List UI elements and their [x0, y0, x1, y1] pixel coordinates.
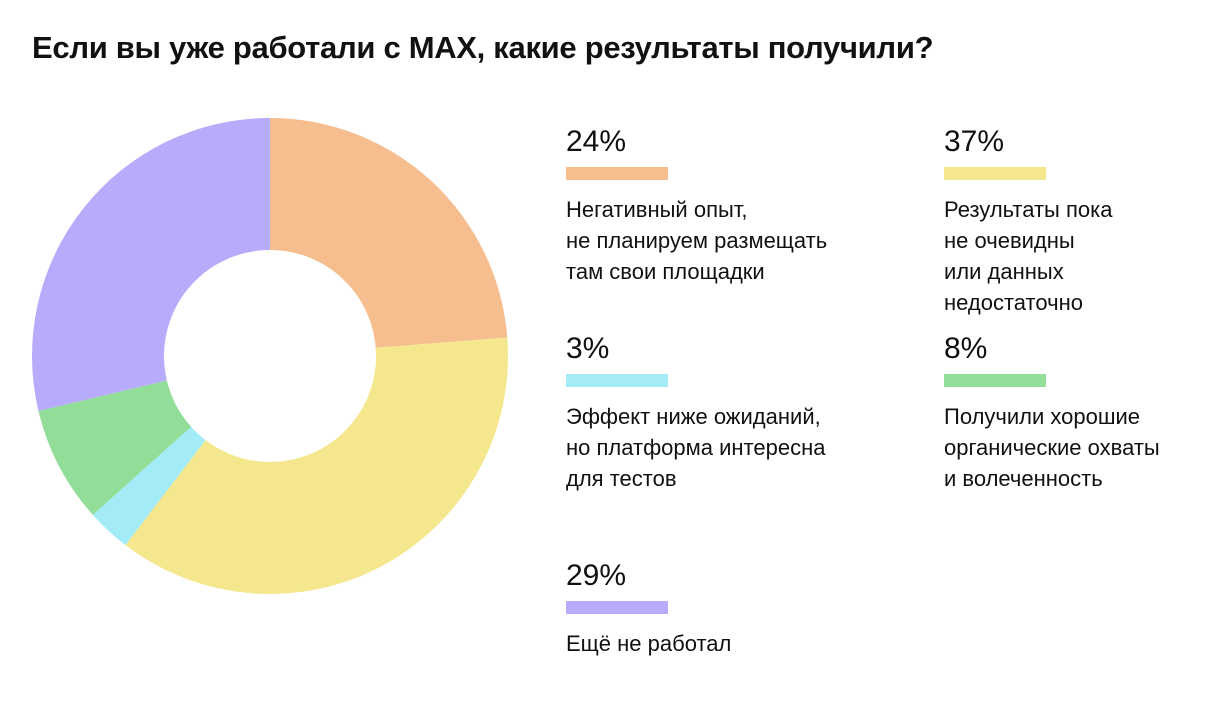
legend-swatch: [944, 167, 1046, 180]
legend-percent: 24%: [566, 125, 627, 158]
legend-swatch: [566, 374, 668, 387]
legend-item-unclear: 37% Результаты пока не очевидны или данн…: [944, 126, 1214, 318]
chart-title: Если вы уже работали с MAX, какие резуль…: [32, 30, 934, 65]
legend-percent: 29%: [566, 559, 627, 592]
slice-below-expectations: [92, 426, 206, 546]
legend-label: Результаты пока не очевидны или данных н…: [944, 197, 1113, 315]
legend-label: Эффект ниже ожиданий, но платформа интер…: [566, 404, 826, 491]
slice-unclear: [125, 337, 508, 594]
donut-chart: [31, 118, 508, 594]
legend-percent: 3%: [566, 332, 610, 365]
legend-item-good-reach: 8% Получили хорошие органические охваты …: [944, 333, 1214, 494]
legend-swatch: [566, 167, 668, 180]
legend-item-below-expectations: 3% Эффект ниже ожиданий, но платформа ин…: [566, 333, 836, 494]
legend-swatch: [566, 601, 668, 614]
legend-percent: 8%: [944, 332, 988, 365]
legend-label: Негативный опыт, не планируем размещать …: [566, 197, 828, 284]
slice-not-worked: [31, 118, 271, 412]
legend-percent: 37%: [944, 125, 1005, 158]
slice-negative: [270, 118, 508, 348]
legend-item-negative: 24% Негативный опыт, не планируем размещ…: [566, 126, 836, 287]
legend-item-not-worked: 29% Ещё не работал: [566, 560, 836, 659]
legend-label: Получили хорошие органические охваты и в…: [944, 404, 1160, 491]
legend-swatch: [944, 374, 1046, 387]
slice-good-reach: [38, 380, 192, 515]
legend-label: Ещё не работал: [566, 631, 732, 656]
